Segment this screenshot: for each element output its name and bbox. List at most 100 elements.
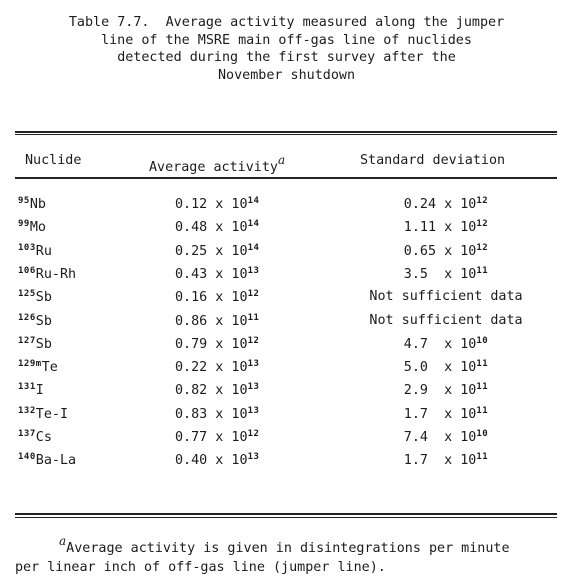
stddev-exponent: 11 (476, 405, 489, 416)
stddev-cell: 7.4 x 1010 (360, 429, 532, 445)
caption-line: detected during the first survey after t… (117, 50, 456, 65)
activity-mantissa: 0.43 x 10 (175, 266, 248, 282)
header-activity-label: Average activity (149, 160, 278, 175)
element-symbol: Ba-La (35, 453, 77, 469)
activity-exponent: 14 (247, 242, 260, 253)
table-row: 127Sb 0.79 x 1012 4.7 x 1010 (0, 336, 573, 360)
stddev-exponent: 12 (476, 219, 489, 230)
mass-number: 126 (18, 312, 36, 323)
stddev-exponent: 11 (476, 359, 489, 370)
table-caption: Table 7.7. Average activity measured alo… (0, 14, 573, 84)
header-average-activity: Average activitya (149, 153, 285, 175)
stddev-cell: 0.24 x 1012 (360, 196, 532, 212)
top-rule-inner (15, 134, 557, 135)
activity-mantissa: 0.22 x 10 (175, 360, 248, 376)
activity-mantissa: 0.25 x 10 (175, 243, 248, 259)
activity-exponent: 13 (247, 405, 260, 416)
table-row: 126Sb 0.86 x 1011 Not sufficient data (0, 313, 573, 337)
element-symbol: Te-I (35, 406, 69, 422)
activity-cell: 0.22 x 1013 (175, 359, 259, 375)
activity-exponent: 13 (247, 359, 260, 370)
stddev-value: 5.0 x 10 (403, 360, 477, 376)
stddev-value: 2.9 x 10 (403, 383, 477, 399)
nuclide-cell: 106Ru-Rh (18, 266, 76, 282)
activity-mantissa: 0.77 x 10 (175, 430, 248, 445)
table-row: 103Ru 0.25 x 1014 0.65 x 1012 (0, 243, 573, 267)
stddev-value: Not sufficient data (369, 289, 523, 305)
stddev-cell: 3.5 x 1011 (360, 266, 532, 282)
stddev-exponent: 12 (476, 242, 489, 253)
stddev-value: 1.7 x 10 (403, 453, 477, 469)
activity-cell: 0.48 x 1014 (175, 219, 259, 235)
activity-mantissa: 0.82 x 10 (175, 383, 248, 399)
activity-exponent: 12 (247, 429, 260, 439)
activity-exponent: 13 (247, 265, 260, 276)
stddev-cell: 1.7 x 1011 (360, 406, 532, 422)
stddev-value: 1.7 x 10 (403, 406, 477, 422)
stddev-value: 0.65 x 10 (403, 243, 477, 259)
bottom-rule-inner (15, 517, 557, 518)
activity-mantissa: 0.48 x 10 (175, 220, 248, 236)
activity-cell: 0.77 x 1012 (175, 429, 259, 445)
nuclide-cell: 129mTe (18, 359, 58, 375)
caption-line: Table 7.7. Average activity measured alo… (68, 15, 505, 30)
stddev-cell: 0.65 x 1012 (360, 243, 532, 259)
footnote-text-line1: Average activity is given in disintegrat… (66, 541, 510, 556)
activity-mantissa: 0.86 x 10 (175, 313, 248, 329)
mass-number: 125 (18, 289, 36, 300)
mass-number: 132 (18, 405, 36, 416)
mass-number: 95 (18, 196, 30, 206)
header-nuclide: Nuclide (25, 153, 82, 168)
stddev-exponent: 11 (476, 382, 489, 393)
mass-number: 99 (18, 219, 30, 230)
stddev-value: 0.24 x 10 (403, 197, 477, 212)
nuclide-cell: 131I (18, 382, 44, 398)
element-symbol: Mo (29, 220, 46, 236)
activity-mantissa: 0.83 x 10 (175, 406, 248, 422)
stddev-exponent: 11 (476, 265, 489, 276)
activity-cell: 0.79 x 1012 (175, 336, 259, 352)
table-row: 125Sb 0.16 x 1012 Not sufficient data (0, 289, 573, 313)
activity-exponent: 12 (247, 335, 260, 346)
mass-number: 103 (18, 242, 36, 253)
element-symbol: Sb (35, 290, 52, 306)
header-standard-deviation: Standard deviation (360, 153, 506, 168)
table-row: 106Ru-Rh 0.43 x 1013 3.5 x 1011 (0, 266, 573, 290)
element-symbol: I (35, 383, 44, 399)
stddev-exponent: 11 (476, 452, 489, 463)
activity-cell: 0.40 x 1013 (175, 452, 259, 468)
element-symbol: Sb (35, 313, 52, 329)
element-symbol: Te (41, 360, 58, 376)
stddev-cell: Not sufficient data (360, 289, 532, 304)
activity-cell: 0.43 x 1013 (175, 266, 259, 282)
activity-mantissa: 0.12 x 10 (175, 197, 248, 212)
stddev-exponent: 10 (476, 335, 489, 346)
nuclide-cell: 132Te-I (18, 406, 68, 422)
activity-exponent: 13 (247, 382, 260, 393)
stddev-value: Not sufficient data (369, 312, 523, 328)
footnote-mark: a (278, 153, 286, 167)
nuclide-cell: 99Mo (18, 219, 46, 235)
nuclide-cell: 127Sb (18, 336, 52, 352)
caption-line: line of the MSRE main off-gas line of nu… (101, 32, 472, 48)
nuclide-cell: 95Nb (18, 196, 46, 212)
mass-number: 129m (18, 359, 42, 370)
footnote-mark: a (59, 534, 67, 548)
nuclide-cell: 137Cs (18, 429, 52, 445)
caption-line: November shutdown (217, 67, 356, 83)
activity-mantissa: 0.16 x 10 (175, 290, 248, 306)
activity-exponent: 11 (247, 312, 260, 323)
mass-number: 127 (18, 335, 36, 346)
nuclide-cell: 126Sb (18, 313, 52, 329)
stddev-cell: 1.7 x 1011 (360, 452, 532, 468)
stddev-value: 7.4 x 10 (403, 430, 477, 445)
stddev-exponent: 12 (476, 196, 489, 206)
element-symbol: Ru-Rh (35, 266, 77, 282)
activity-exponent: 14 (247, 196, 260, 206)
activity-cell: 0.25 x 1014 (175, 243, 259, 259)
stddev-value: 1.11 x 10 (403, 220, 477, 236)
top-rule (15, 131, 557, 133)
header-rule (15, 177, 557, 179)
activity-cell: 0.16 x 1012 (175, 289, 259, 305)
mass-number: 106 (18, 265, 36, 276)
